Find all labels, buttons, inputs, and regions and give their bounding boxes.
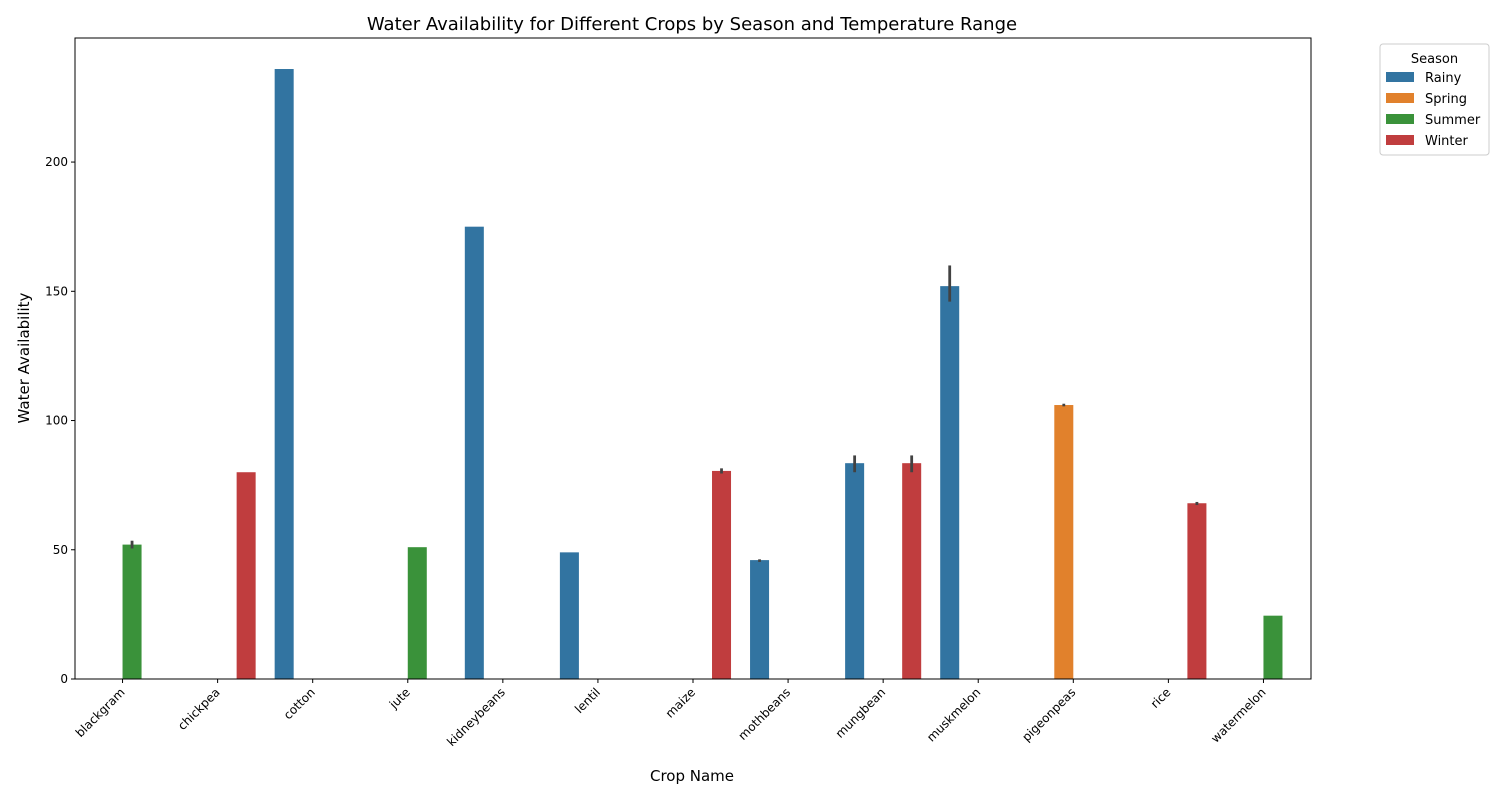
legend-label-rainy: Rainy <box>1425 71 1462 86</box>
bar-winter-rice <box>1187 503 1207 679</box>
legend-swatch-winter <box>1386 135 1414 145</box>
bar-rainy-muskmelon <box>940 286 960 679</box>
bar-summer-jute <box>407 547 427 679</box>
bar-winter-maize <box>712 470 732 679</box>
bar-summer-blackgram <box>122 544 142 679</box>
legend: Season Rainy Spring Summer Winter <box>1379 43 1490 156</box>
y-tick-label: 150 <box>45 284 68 298</box>
bar-winter-mungbean <box>902 463 922 679</box>
chart-title: Water Availability for Different Crops b… <box>367 14 1017 35</box>
legend-label-winter: Winter <box>1425 134 1469 149</box>
bar-rainy-cotton <box>274 69 294 680</box>
bar-rainy-lentil <box>559 552 579 679</box>
legend-swatch-spring <box>1386 93 1414 103</box>
bar-rainy-mothbeans <box>750 560 770 679</box>
y-tick-label: 0 <box>60 672 68 686</box>
bar-summer-watermelon <box>1263 615 1283 679</box>
y-axis-label: Water Availability <box>15 292 33 423</box>
y-tick-label: 50 <box>53 543 68 557</box>
legend-swatch-rainy <box>1386 72 1414 82</box>
bars-layer <box>122 69 1283 680</box>
legend-title: Season <box>1411 52 1458 67</box>
legend-label-summer: Summer <box>1425 113 1481 128</box>
bar-spring-pigeonpeas <box>1054 405 1074 679</box>
bar-winter-chickpea <box>236 472 256 679</box>
x-axis-label: Crop Name <box>650 767 734 785</box>
y-tick-label: 200 <box>45 155 68 169</box>
bar-rainy-mungbean <box>845 463 865 679</box>
legend-swatch-summer <box>1386 114 1414 124</box>
error-bars-layer <box>130 265 1199 562</box>
y-tick-label: 100 <box>45 414 68 428</box>
bar-rainy-kidneybeans <box>464 226 484 679</box>
legend-frame <box>1379 43 1490 156</box>
legend-label-spring: Spring <box>1425 92 1467 107</box>
